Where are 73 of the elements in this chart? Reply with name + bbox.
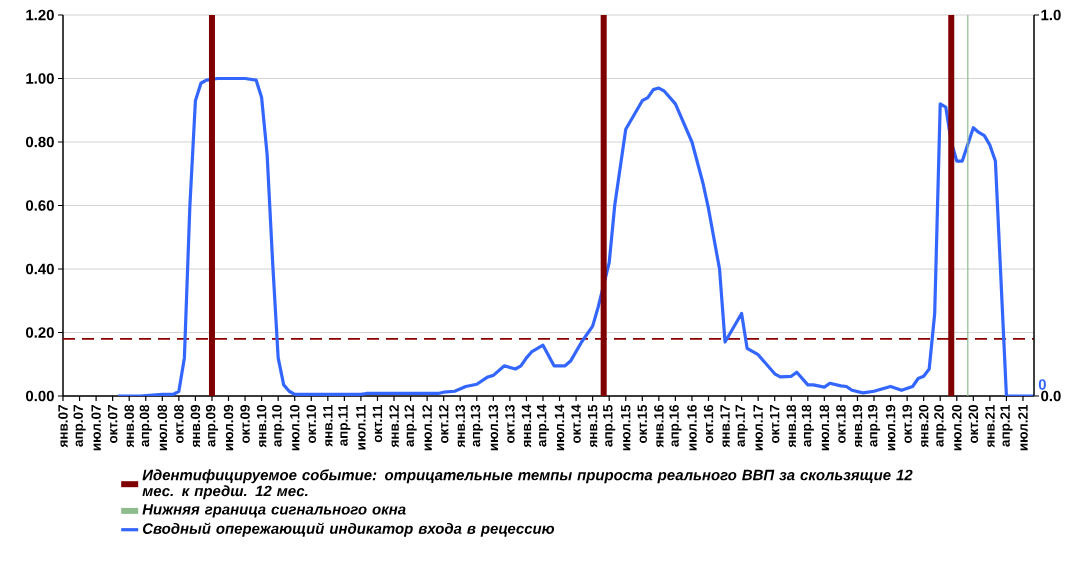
x-tick-label: янв.11 <box>323 404 333 447</box>
x-tick-label: апр.19 <box>867 405 881 447</box>
x-tick-label: апр.14 <box>536 404 550 447</box>
x-tick-label: апр.16 <box>669 405 682 447</box>
x-tick-label: апр.10 <box>272 405 285 447</box>
x-tick-label: апр.17 <box>735 405 748 447</box>
y-tick-label: 0.60 <box>25 200 54 211</box>
x-tick-label: окт.16 <box>703 404 714 444</box>
x-tick-label: окт.11 <box>372 404 383 443</box>
x-tick-label: окт.10 <box>306 405 317 444</box>
x-tick-label: янв.18 <box>786 404 797 448</box>
x-tick-label: окт.20 <box>968 405 979 444</box>
x-tick-label: янв.14 <box>521 404 532 448</box>
y-tick-label: 1.00 <box>26 73 54 84</box>
x-tick-label: янв.07 <box>58 405 68 448</box>
x-tick-label: июл.21 <box>1018 404 1028 451</box>
x-tick-label: апр.07 <box>73 405 86 447</box>
x-tick-label: окт.08 <box>174 404 184 444</box>
x-tick-label: янв.21 <box>985 404 995 448</box>
line-series <box>116 76 1035 396</box>
y-tick-label: 0.80 <box>25 136 54 148</box>
x-tick-label: июл.07 <box>91 405 101 451</box>
x-tick-label: июл.12 <box>422 405 432 451</box>
x-tick-label: янв.17 <box>720 405 730 448</box>
x-tick-label: июл.10 <box>289 405 300 451</box>
x-tick-label: июл.17 <box>753 405 763 451</box>
x-tick-label: окт.14 <box>571 404 581 444</box>
x-tick-label: июл.08 <box>157 404 168 451</box>
x-tick-label: июл.20 <box>952 405 962 451</box>
x-tick-label: янв.13 <box>455 405 466 448</box>
x-tick-label: июл.19 <box>885 405 896 451</box>
x-tick-label: янв.08 <box>124 404 134 448</box>
x-tick-label: июл.18 <box>819 404 830 451</box>
legend-label: Идентифицируемое событие: отрицательные темпы прироста реального ВВП за скользящие 12 мес. к предш. 12 мес. <box>142 469 913 500</box>
x-tick-label: апр.15 <box>603 404 616 447</box>
x-tick-label: янв.09 <box>190 405 201 448</box>
x-tick-label: окт.12 <box>438 405 449 444</box>
x-tick-label: апр.13 <box>470 405 483 447</box>
y-tick-label: 1.20 <box>26 9 54 21</box>
y-tick-label: 0.20 <box>25 327 54 338</box>
legend-label: Сводный опережающий индикатор входа в рецессию <box>142 522 555 537</box>
x-tick-label: апр.11 <box>338 404 351 446</box>
x-tick-label: апр.12 <box>404 405 417 447</box>
x-tick-label: июл.16 <box>687 404 697 451</box>
x-tick-label: янв.15 <box>587 404 598 448</box>
x-tick-label: апр.09 <box>205 405 219 447</box>
x-tick-label: июл.09 <box>223 405 234 451</box>
y2-tick-label: 1.0 <box>1041 9 1061 21</box>
legend-label: Нижняя граница сигнального окна <box>142 504 406 518</box>
x-tick-label: июл.14 <box>554 404 565 451</box>
x-tick-label: окт.15 <box>637 404 647 444</box>
x-tick-label: окт.07 <box>107 405 118 444</box>
x-tick-label: янв.20 <box>918 405 929 448</box>
x-tick-label: окт.09 <box>240 405 250 444</box>
x-tick-label: апр.08 <box>139 404 152 447</box>
x-tick-label: янв.10 <box>256 405 267 448</box>
x-tick-label: окт.19 <box>902 405 912 444</box>
x-tick-label: июл.11 <box>356 404 366 450</box>
x-tick-label: апр.18 <box>801 404 814 447</box>
x-tick-label: апр.20 <box>934 405 947 447</box>
x-tick-label: окт.18 <box>836 404 846 444</box>
x-tick-label: янв.16 <box>654 405 664 448</box>
y2-tick-label: 0.0 <box>1041 390 1061 402</box>
x-tick-label: июл.15 <box>621 404 631 451</box>
y-tick-label: 0.00 <box>25 390 54 402</box>
x-tick-label: июл.13 <box>488 404 499 451</box>
x-tick-label: апр.21 <box>1000 404 1013 447</box>
x-tick-label: окт.13 <box>505 404 515 444</box>
x-tick-label: янв.19 <box>852 405 863 448</box>
x-tick-label: янв.12 <box>389 405 399 448</box>
x-tick-label: окт.17 <box>770 405 780 444</box>
y-tick-label: 0.40 <box>25 263 54 275</box>
annotation: 0 <box>1038 379 1046 390</box>
